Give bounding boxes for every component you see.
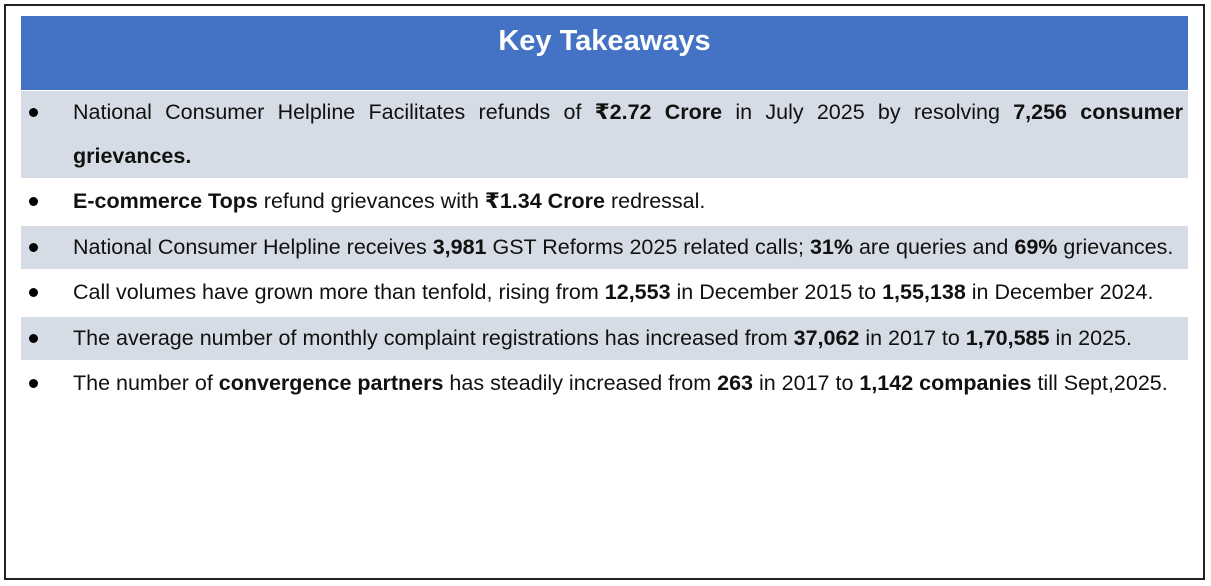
- bold-text: E-commerce Tops: [73, 189, 258, 213]
- bold-text: 1,70,585: [965, 325, 1050, 350]
- text: National Consumer Helpline Facilitates r…: [73, 100, 595, 124]
- takeaway-item: The average number of monthly complaint …: [21, 316, 1188, 360]
- text: in 2017 to: [859, 325, 966, 350]
- bold-text: 37,062: [793, 325, 860, 350]
- takeaway-item: E-commerce Tops refund grievances with ₹…: [21, 180, 1188, 224]
- frame: [4, 4, 1205, 580]
- bold-text: 1,142 companies: [859, 371, 1032, 395]
- text: in July 2025 by resolving: [722, 100, 1014, 124]
- bold-text: ₹1.34 Crore: [484, 189, 606, 213]
- bold-text: 1,55,138: [882, 280, 966, 304]
- bold-text: ₹2.72 Crore: [594, 100, 723, 124]
- bold-text: 12,553: [604, 280, 671, 304]
- bold-text: 69%: [1014, 234, 1058, 259]
- text: The number of: [73, 371, 219, 395]
- header-title: Key Takeaways: [21, 16, 1188, 90]
- takeaway-item: National Consumer Helpline receives 3,98…: [21, 225, 1188, 269]
- bold-text: 7,256 consumer grievances.: [73, 100, 1184, 168]
- text: redressal.: [605, 189, 706, 213]
- text: are queries and: [853, 234, 1015, 259]
- bold-text: 31%: [809, 234, 853, 259]
- takeaway-list: National Consumer Helpline Facilitates r…: [21, 91, 1188, 408]
- text: in 2025.: [1049, 325, 1132, 350]
- bold-text: 263: [717, 371, 753, 395]
- text: The average number of monthly complaint …: [73, 325, 794, 350]
- text: refund grievances with: [257, 189, 485, 213]
- takeaway-item: National Consumer Helpline Facilitates r…: [21, 91, 1188, 178]
- text: in 2017 to: [752, 371, 860, 395]
- takeaway-item: The number of convergence partners has s…: [21, 362, 1188, 406]
- takeaway-item: Call volumes have grown more than tenfol…: [21, 271, 1188, 315]
- text: in December 2015 to: [670, 280, 883, 304]
- text: National Consumer Helpline receives: [73, 234, 433, 259]
- text: has steadily increased from: [443, 371, 718, 395]
- text: GST Reforms 2025 related calls;: [486, 234, 810, 259]
- text: in December 2024.: [965, 280, 1154, 304]
- bold-text: convergence partners: [218, 371, 444, 395]
- bold-text: 3,981: [432, 234, 487, 259]
- text: Call volumes have grown more than tenfol…: [73, 280, 605, 304]
- text: till Sept,2025.: [1031, 371, 1168, 395]
- text: grievances.: [1057, 234, 1174, 259]
